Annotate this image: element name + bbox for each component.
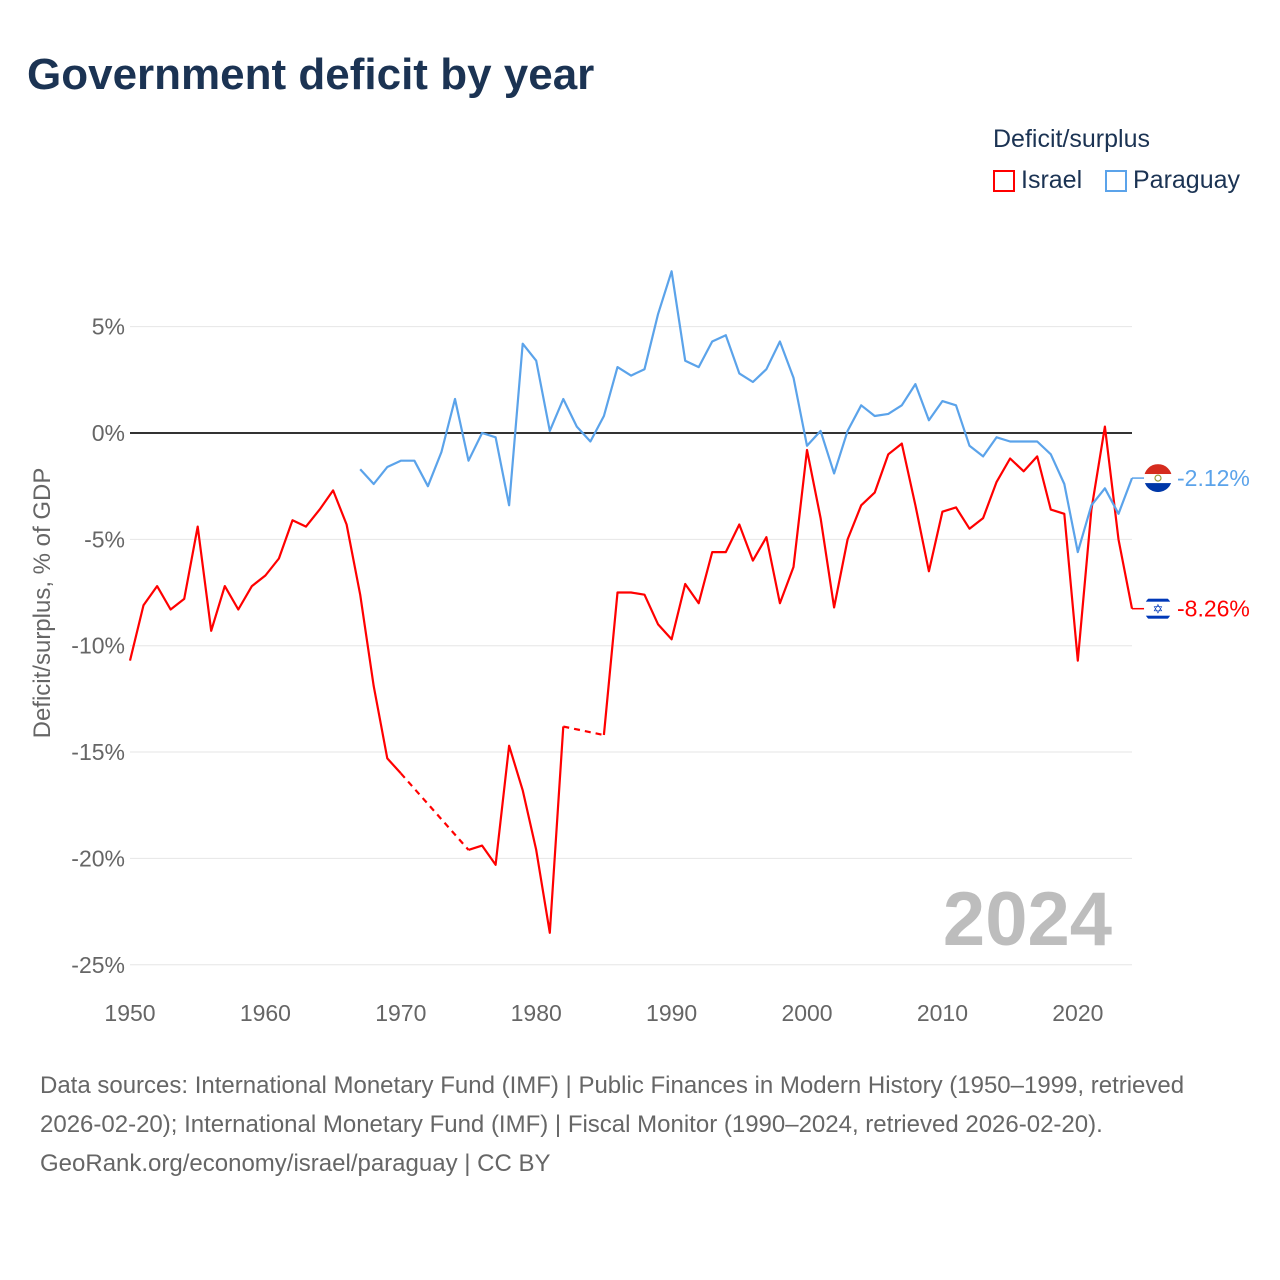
series-line-israel	[602, 425, 1134, 736]
x-tick-label: 1990	[646, 1000, 697, 1026]
end-label-israel: -8.26%	[1177, 596, 1250, 622]
y-tick-label: -15%	[71, 739, 125, 765]
x-tick-label: 1950	[104, 1000, 155, 1026]
series-gap-israel	[563, 725, 605, 737]
y-axis-label: Deficit/surplus, % of GDP	[29, 468, 56, 739]
y-tick-label: -25%	[71, 952, 125, 978]
legend-item-israel[interactable]: Israel	[993, 166, 1082, 195]
credit-link[interactable]: GeoRank.org/economy/israel/paraguay | CC…	[40, 1150, 551, 1177]
x-tick-label: 2000	[781, 1000, 832, 1026]
series-gap-israel	[399, 772, 470, 851]
y-tick-label: -5%	[84, 526, 125, 552]
end-label-paraguay: -2.12%	[1177, 465, 1250, 491]
y-tick-label: 5%	[92, 314, 125, 340]
legend-label-israel: Israel	[1021, 166, 1083, 194]
legend-label-paraguay: Paraguay	[1133, 166, 1241, 194]
series-line-israel	[468, 726, 565, 934]
legend-item-paraguay[interactable]: Paraguay	[1105, 166, 1240, 195]
x-tick-label: 2020	[1052, 1000, 1103, 1026]
chart-title: Government deficit by year	[27, 50, 595, 99]
legend-swatch-paraguay	[1105, 169, 1127, 192]
series-line-paraguay	[359, 270, 1134, 554]
legend-swatch-israel	[993, 169, 1015, 192]
y-tick-label: -20%	[71, 845, 125, 871]
y-tick-label: 0%	[92, 420, 125, 446]
flag-paraguay-icon	[1144, 464, 1172, 493]
legend-title: Deficit/surplus	[993, 125, 1150, 153]
line-chart: 5% 0% -5% -10% -15% -20% -25% 1950 1960 1970 1980 1…	[29, 270, 1250, 1026]
series-line-israel	[128, 489, 402, 775]
year-watermark: 2024	[943, 877, 1112, 962]
x-tick-label: 1960	[240, 1000, 291, 1026]
x-tick-label: 1970	[375, 1000, 426, 1026]
data-sources: Data sources: International Monetary Fun…	[40, 1072, 1185, 1138]
x-tick-label: 2010	[917, 1000, 968, 1026]
footer: Data sources: International Monetary Fun…	[40, 1066, 1240, 1183]
flag-israel-icon: ✡	[1144, 594, 1172, 623]
svg-text:✡: ✡	[1153, 602, 1164, 617]
x-tick-label: 1980	[511, 1000, 562, 1026]
y-tick-label: -10%	[71, 633, 125, 659]
